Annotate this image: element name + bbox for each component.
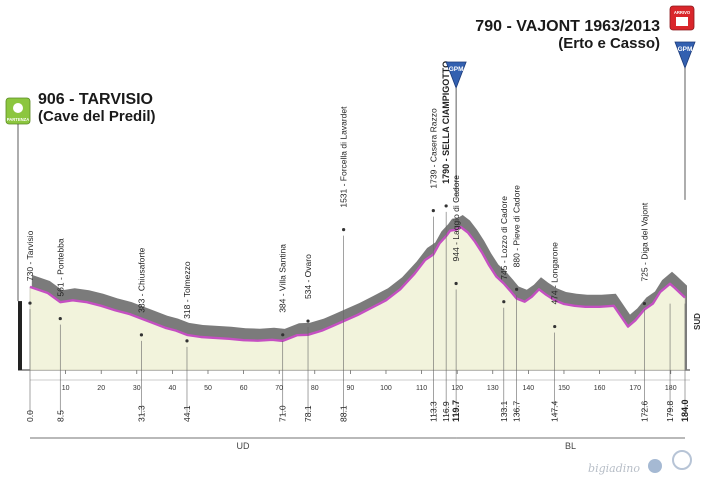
km-label: 44.1 [182, 405, 192, 422]
watermark: bigiadino [588, 462, 640, 475]
zone-label: BL [565, 441, 576, 451]
waypoint-dot [502, 300, 506, 304]
watermark-swirl-icon [672, 450, 692, 470]
km-label: 88.1 [339, 405, 349, 422]
km-label: 78.1 [303, 405, 313, 422]
km-label: 113.3 [428, 401, 438, 422]
km-label: 133.1 [499, 400, 509, 422]
waypoint-dot [454, 281, 458, 286]
waypoint-dot [553, 324, 557, 329]
direction-label: SUD [693, 313, 702, 330]
waypoint-label: 1739 - Casera Razzo [428, 108, 438, 189]
km-label: 0.0 [25, 410, 35, 422]
km-label: 31.3 [136, 405, 146, 422]
finish-title: 790 - VAJONT 1963/2013 [475, 18, 660, 35]
finish-header: 790 - VAJONT 1963/2013 (Erto e Casso) [475, 18, 660, 52]
tick-label: 30 [133, 385, 141, 392]
tick-label: 60 [240, 385, 248, 392]
tick-label: 100 [380, 385, 392, 392]
tick-label: 150 [558, 385, 570, 392]
waypoint-dot [342, 228, 346, 232]
waypoint-dot [28, 301, 32, 305]
waypoint-label: 944 - Laggio di Cadore [451, 175, 461, 262]
waypoint-dot [185, 339, 189, 343]
waypoint-label: 384 - Villa Santina [278, 244, 288, 313]
tick-label: 130 [487, 385, 499, 392]
start-badge-text: PARTENZA [7, 117, 30, 122]
tick-label: 20 [97, 385, 105, 392]
tick-label: 170 [629, 385, 641, 392]
tick-label: 140 [523, 385, 535, 392]
tick-label: 80 [311, 385, 319, 392]
finish-badge-icon: ARRIVO [669, 5, 695, 31]
tick-label: 50 [204, 385, 212, 392]
km-label: 172.6 [639, 400, 649, 422]
finish-subtitle: (Erto e Casso) [558, 34, 660, 52]
gpm-icon: GPM [674, 41, 696, 200]
waypoint-label: 1790 - SELLA CIAMPIGOTTO [441, 61, 451, 184]
tick-label: 160 [594, 385, 606, 392]
zone-label: UD [237, 441, 250, 451]
waypoint-dot [58, 316, 62, 321]
waypoint-label: 561 - Pontebba [55, 238, 65, 296]
tick-label: 120 [451, 385, 463, 392]
waypoint-label: 880 - Pieve di Cadore [512, 185, 522, 267]
gpm-label: GPM [449, 66, 464, 73]
finish-badge-text: ARRIVO [674, 10, 691, 15]
gpm-triangle [674, 41, 696, 70]
waypoint-label: 534 - Ovaro [303, 254, 313, 299]
finish-badge-flag [676, 17, 688, 26]
start-badge-dot [13, 103, 23, 113]
waypoint-label: 318 - Tolmezzo [182, 261, 192, 319]
waypoint-dot [281, 333, 285, 337]
waypoint-dot [515, 287, 519, 291]
waypoint-dot [139, 333, 144, 337]
waypoint-label: 730 - Tarvisio [25, 230, 35, 281]
km-label: 8.5 [55, 410, 65, 422]
waypoint-dot [306, 319, 310, 323]
waypoint-dot [444, 204, 448, 208]
km-label: 119.7 [451, 400, 461, 422]
tick-label: 110 [416, 385, 427, 392]
tick-label: 180 [665, 385, 677, 392]
tick-label: 40 [168, 385, 176, 392]
gpm-label: GPM [678, 46, 693, 53]
start-title: 906 - TARVISIO [38, 91, 153, 108]
waypoint-dot [431, 208, 435, 213]
km-label: 179.8 [665, 400, 675, 422]
start-header: 906 - TARVISIO (Cave del Predil) [38, 91, 156, 125]
tick-label: 70 [275, 385, 283, 392]
km-label: 147.4 [550, 400, 560, 422]
km-label: 136.7 [512, 400, 522, 422]
km-label: 71.0 [278, 405, 288, 422]
tick-label: 10 [62, 385, 70, 392]
waypoint-label: 725 - Diga del Vajont [639, 202, 649, 281]
waypoint-label: 745 - Lozzo di Cadore [499, 196, 509, 280]
start-badge-icon: PARTENZA [5, 97, 31, 302]
waypoint-label: 474 - Longarone [550, 242, 560, 305]
km-label: 184.0 [680, 399, 690, 422]
start-marker [18, 301, 22, 370]
waypoint-label: 1531 - Forcella di Lavardet [339, 106, 349, 208]
watermark-logo-icon [648, 459, 662, 473]
start-subtitle: (Cave del Predil) [38, 107, 156, 125]
km-label: 116.9 [441, 401, 451, 422]
waypoint-dot [642, 301, 647, 306]
tick-label: 90 [346, 385, 354, 392]
gpm-triangle [445, 61, 467, 90]
waypoint-label: 383 - Chiusaforte [136, 247, 146, 312]
gpm-icon: GPM [445, 61, 467, 200]
